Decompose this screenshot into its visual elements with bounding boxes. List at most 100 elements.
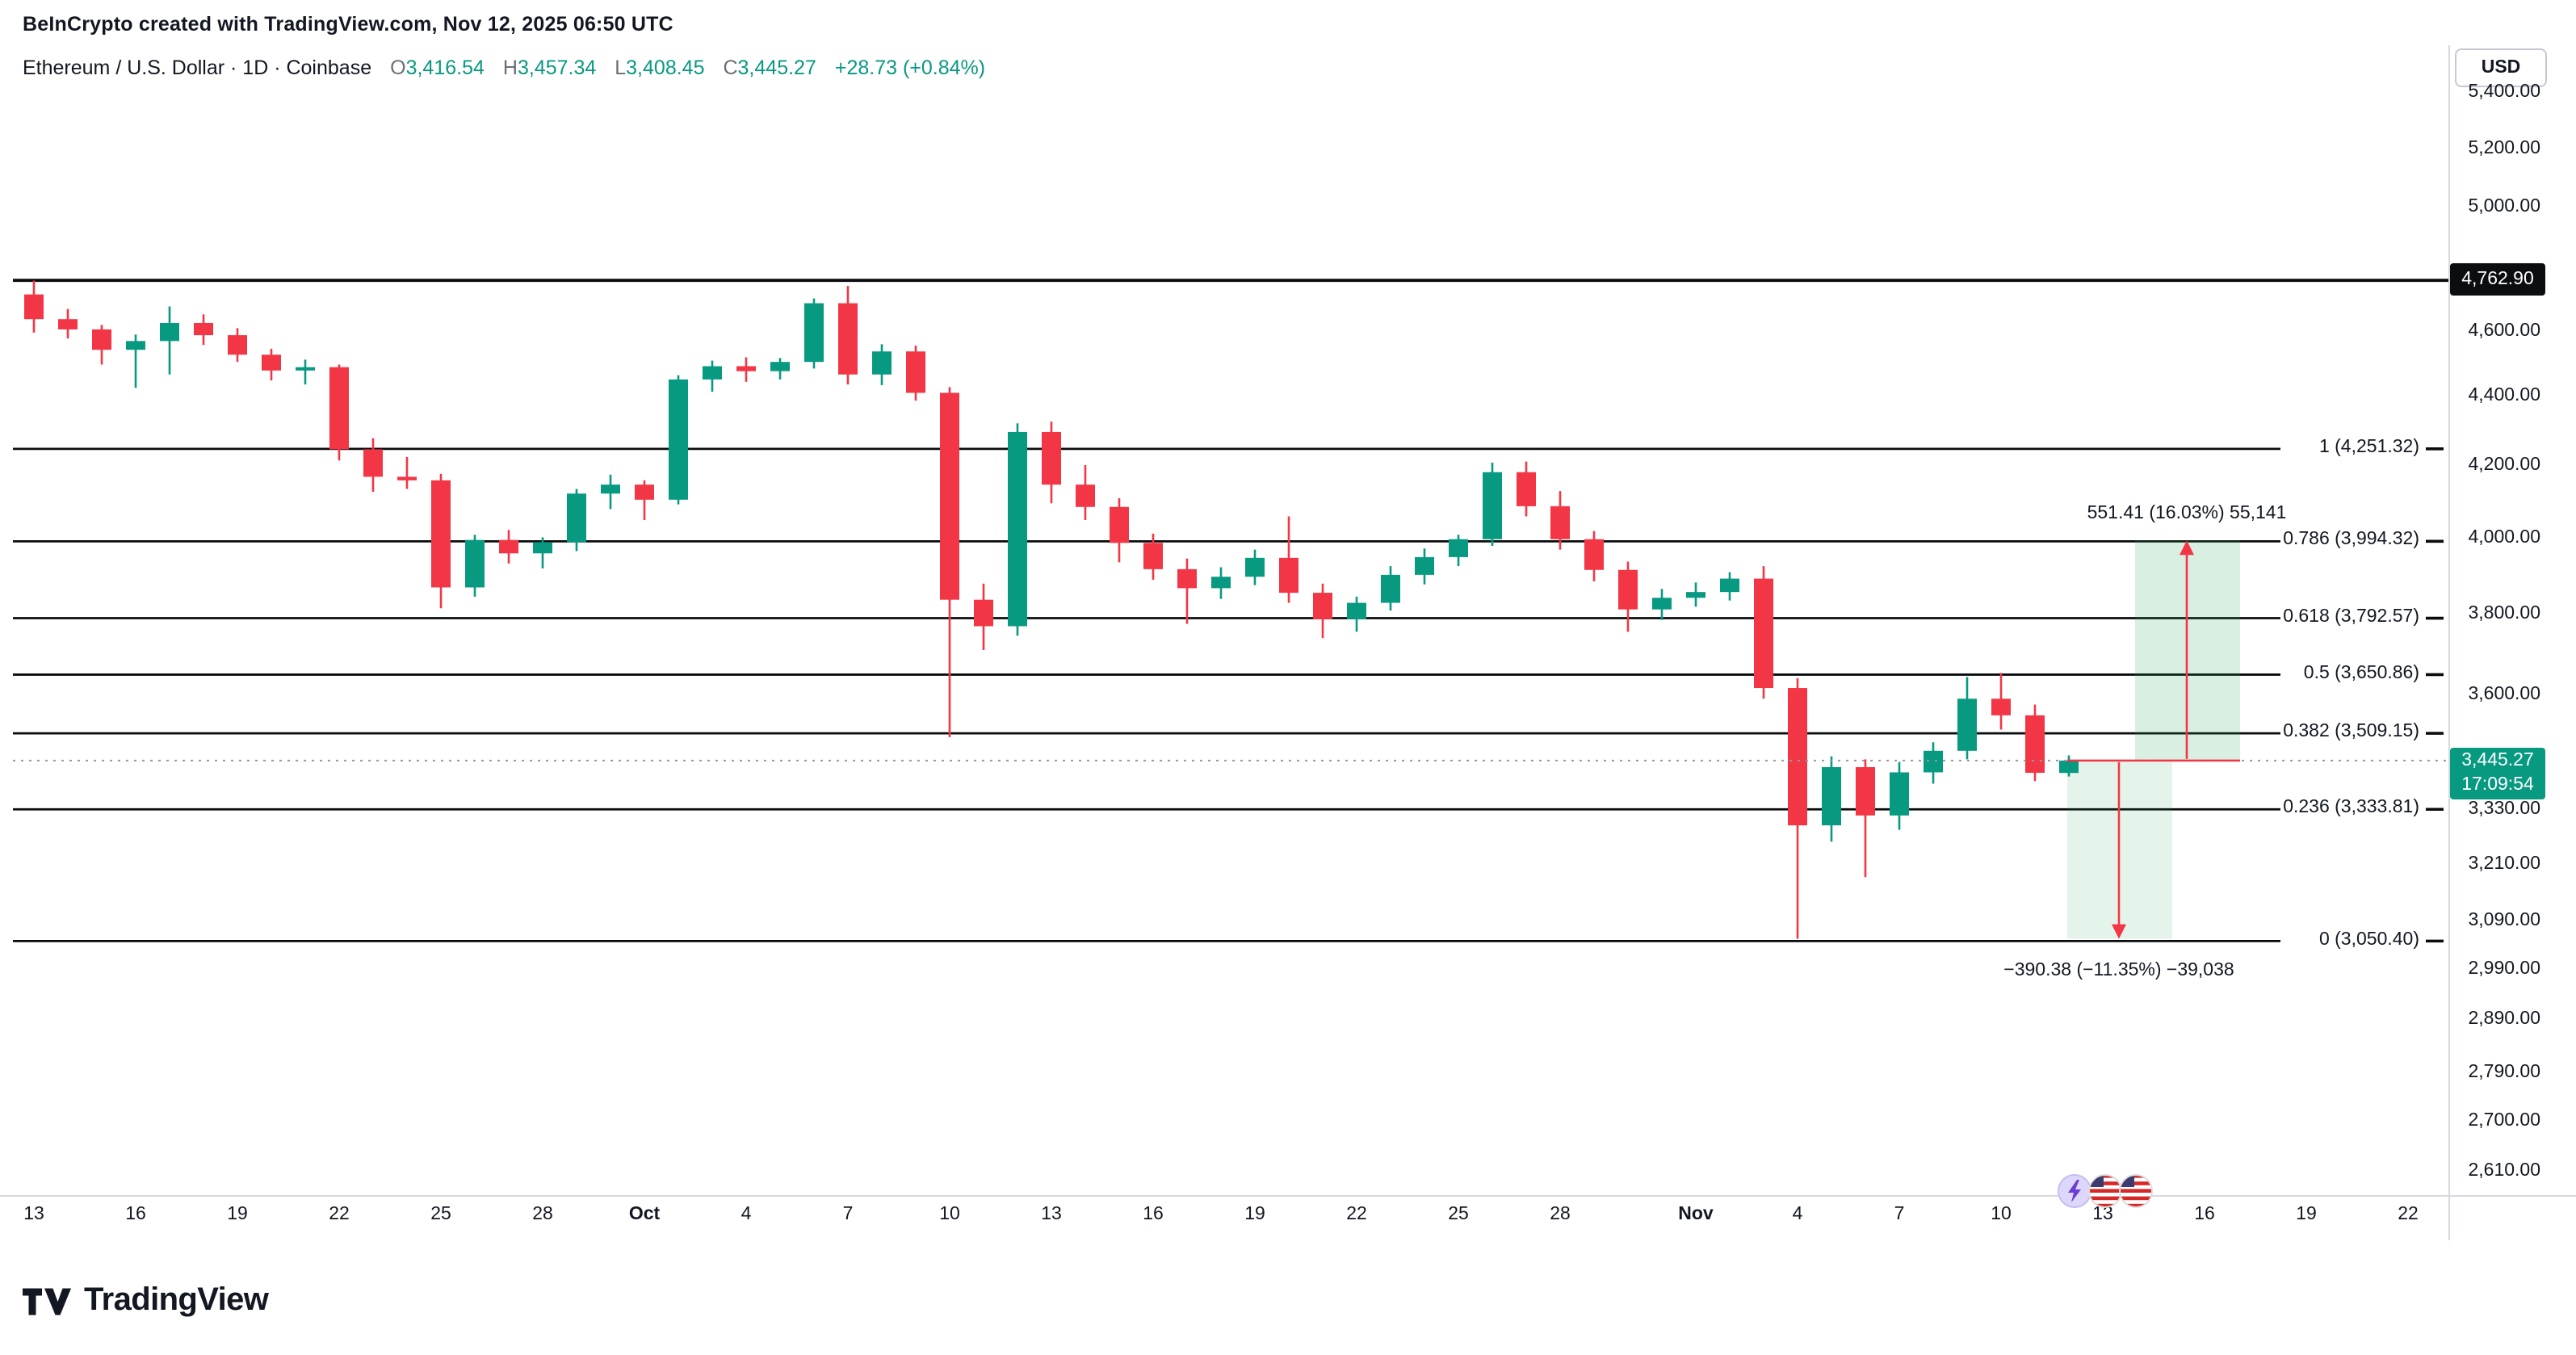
currency-toggle-button[interactable]: USD [2455,48,2547,87]
price-change-value: +28.73 (+0.84%) [834,57,986,79]
candle-body [262,354,281,371]
candle-body [1381,574,1400,603]
time-tick-label: 25 [430,1205,451,1224]
candle-body [974,599,993,627]
time-tick-label: 19 [1244,1205,1265,1224]
candle-body [1788,688,1807,826]
price-tick-label: 3,800.00 [2468,603,2540,623]
candle-countdown: 17:09:54 [2461,774,2534,795]
time-tick-label: 13 [23,1205,44,1224]
price-tick-label: 4,600.00 [2468,321,2540,341]
us-flag-sticker-icon[interactable] [2119,1174,2153,1208]
candle-body [1856,767,1875,816]
level-price-badge-value: 4,762.90 [2461,270,2534,290]
candle-body [1415,556,1434,575]
candle-body [1143,543,1163,569]
candle-body [1110,506,1129,543]
time-tick-label: 13 [1041,1205,1062,1224]
measure-up-label[interactable]: 551.41 (16.03%) 55,141 [2087,503,2287,523]
fib-level-label: 1 (4,251.32) [2318,437,2419,457]
measure-down-label[interactable]: −390.38 (−11.35%) −39,038 [2003,961,2234,981]
lightning-sticker-icon[interactable] [2058,1174,2091,1208]
candle-body [1211,577,1231,589]
ohlc-high-key: H [502,57,518,79]
candle-body [2025,715,2045,773]
candle-body [804,303,824,363]
candle-body [1008,431,1027,627]
current-price-badge: 3,445.27 17:09:54 [2450,747,2545,799]
candle-body [601,485,620,494]
candle-body [465,539,485,588]
candle-body [296,367,315,371]
candle-body [872,351,892,375]
attribution-text: BeInCrypto created with TradingView.com,… [23,13,673,36]
us-flag-sticker-icon[interactable] [2088,1174,2122,1208]
time-tick-label: 4 [1792,1205,1803,1224]
candle-body [533,542,552,554]
candle-body [1517,472,1536,506]
candle-body [1652,598,1672,610]
candle-body [58,319,78,329]
price-axis-separator [2448,45,2450,1240]
fib-level-label: 0.236 (3,333.81) [2283,798,2419,818]
price-tick-label: 3,210.00 [2468,854,2540,874]
candle-body [940,392,959,600]
candle-body [703,366,722,380]
time-tick-label: 28 [532,1205,553,1224]
candle-body [1483,472,1502,539]
candle-body [635,485,654,500]
price-tick-label: 4,200.00 [2468,455,2540,476]
candle-body [1245,557,1265,577]
price-tick-label: 5,000.00 [2468,197,2540,216]
time-tick-label: 22 [2398,1205,2419,1224]
event-stickers[interactable] [2058,1174,2153,1208]
time-tick-label: Nov [1678,1205,1714,1224]
time-tick-label: 13 [2092,1205,2113,1224]
time-tick-label: 19 [227,1205,248,1224]
candle-body [1890,772,1909,816]
candle-body [1720,578,1739,593]
ohlc-close-value: 3,445.27 [737,57,816,79]
time-tick-label: 7 [842,1205,854,1224]
time-tick-label: 22 [1346,1205,1367,1224]
candle-body [770,362,790,371]
price-tick-label: 2,610.00 [2468,1160,2540,1181]
candle-body [1686,592,1705,598]
candle-body [1550,506,1570,539]
measure-down-arrowhead [2112,924,2126,939]
fib-level-label: 0.618 (3,792.57) [2283,606,2419,627]
time-tick-label: 16 [2194,1205,2215,1224]
time-tick-label: 25 [1448,1205,1469,1224]
fib-level-label: 0.382 (3,509.15) [2283,722,2419,742]
tradingview-logo-text: TradingView [84,1282,269,1318]
level-price-badge: 4,762.90 [2450,263,2545,296]
candle-body [329,367,349,450]
candle-body [906,351,925,393]
fib-level-label: 0.5 (3,650.86) [2303,663,2419,683]
price-tick-label: 2,790.00 [2468,1062,2540,1082]
candle-body [669,379,688,500]
candle-body [1177,568,1197,589]
symbol-title[interactable]: Ethereum / U.S. Dollar · 1D · Coinbase [23,57,372,79]
time-tick-label: 16 [1143,1205,1164,1224]
time-tick-label: 10 [939,1205,960,1224]
candle-body [838,303,858,375]
measure-up-arrowhead [2180,540,2194,556]
candle-body [228,335,247,355]
symbol-info-row: Ethereum / U.S. Dollar · 1D · Coinbase O… [23,57,985,79]
tradingview-logo-mark [23,1287,71,1315]
fib-level-label: 0 (3,050.40) [2318,929,2419,950]
price-tick-label: 5,200.00 [2468,138,2540,158]
candle-body [397,476,417,480]
fib-level-label: 0.786 (3,994.32) [2283,530,2419,550]
candle-body [1449,539,1468,557]
ohlc-high-value: 3,457.34 [517,57,597,79]
candle-body [1924,750,1943,773]
candle-body [1822,767,1841,826]
candle-body [1957,698,1977,751]
price-tick-label: 2,700.00 [2468,1110,2540,1131]
candle-body [1754,578,1773,689]
tradingview-logo[interactable]: TradingView [23,1282,269,1319]
